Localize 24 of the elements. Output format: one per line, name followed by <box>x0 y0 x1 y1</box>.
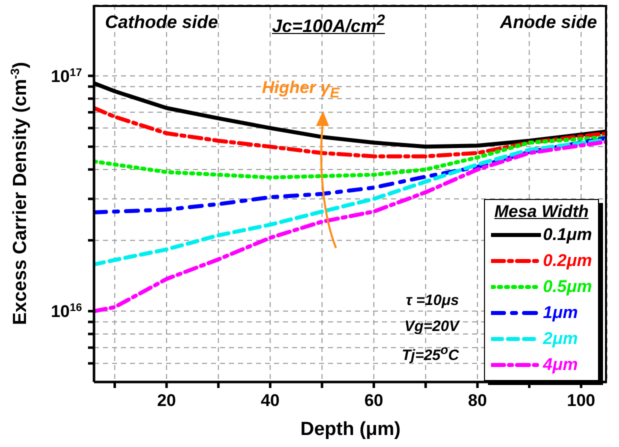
legend-label: 0.1μm <box>543 225 592 245</box>
legend-label: 0.2μm <box>543 251 592 271</box>
y-tick-label: 10$^{16}$ <box>50 302 82 322</box>
legend-title: Mesa Width <box>493 202 590 222</box>
annotation: Higher γ$_{E}$ <box>262 78 340 102</box>
x-tick-label: 60 <box>364 391 384 410</box>
annotation: Cathode side <box>105 12 218 33</box>
legend-label: 1μm <box>543 303 578 323</box>
line-series <box>94 106 607 158</box>
legend-label: 4μm <box>543 355 578 375</box>
x-tick-label: 40 <box>260 391 280 410</box>
x-axis-title: Depth (μm) <box>300 419 401 440</box>
legend-label: 0.5μm <box>543 277 592 297</box>
annotation: Anode side <box>500 12 598 33</box>
annotation: Jc=100A/cm$^{2}$ <box>272 12 385 37</box>
annotation: Vg=20V <box>404 318 459 335</box>
annotation: Tj=25$^{o}$C <box>402 343 459 364</box>
line-series <box>94 134 607 180</box>
annotation: τ =10μs <box>406 292 459 309</box>
y-tick-label: 10$^{17}$ <box>50 66 82 86</box>
x-tick-label: 80 <box>468 391 487 410</box>
x-tick-label: 100 <box>566 391 596 410</box>
x-tick-label: 20 <box>157 391 176 410</box>
legend-label: 2μm <box>543 329 578 349</box>
